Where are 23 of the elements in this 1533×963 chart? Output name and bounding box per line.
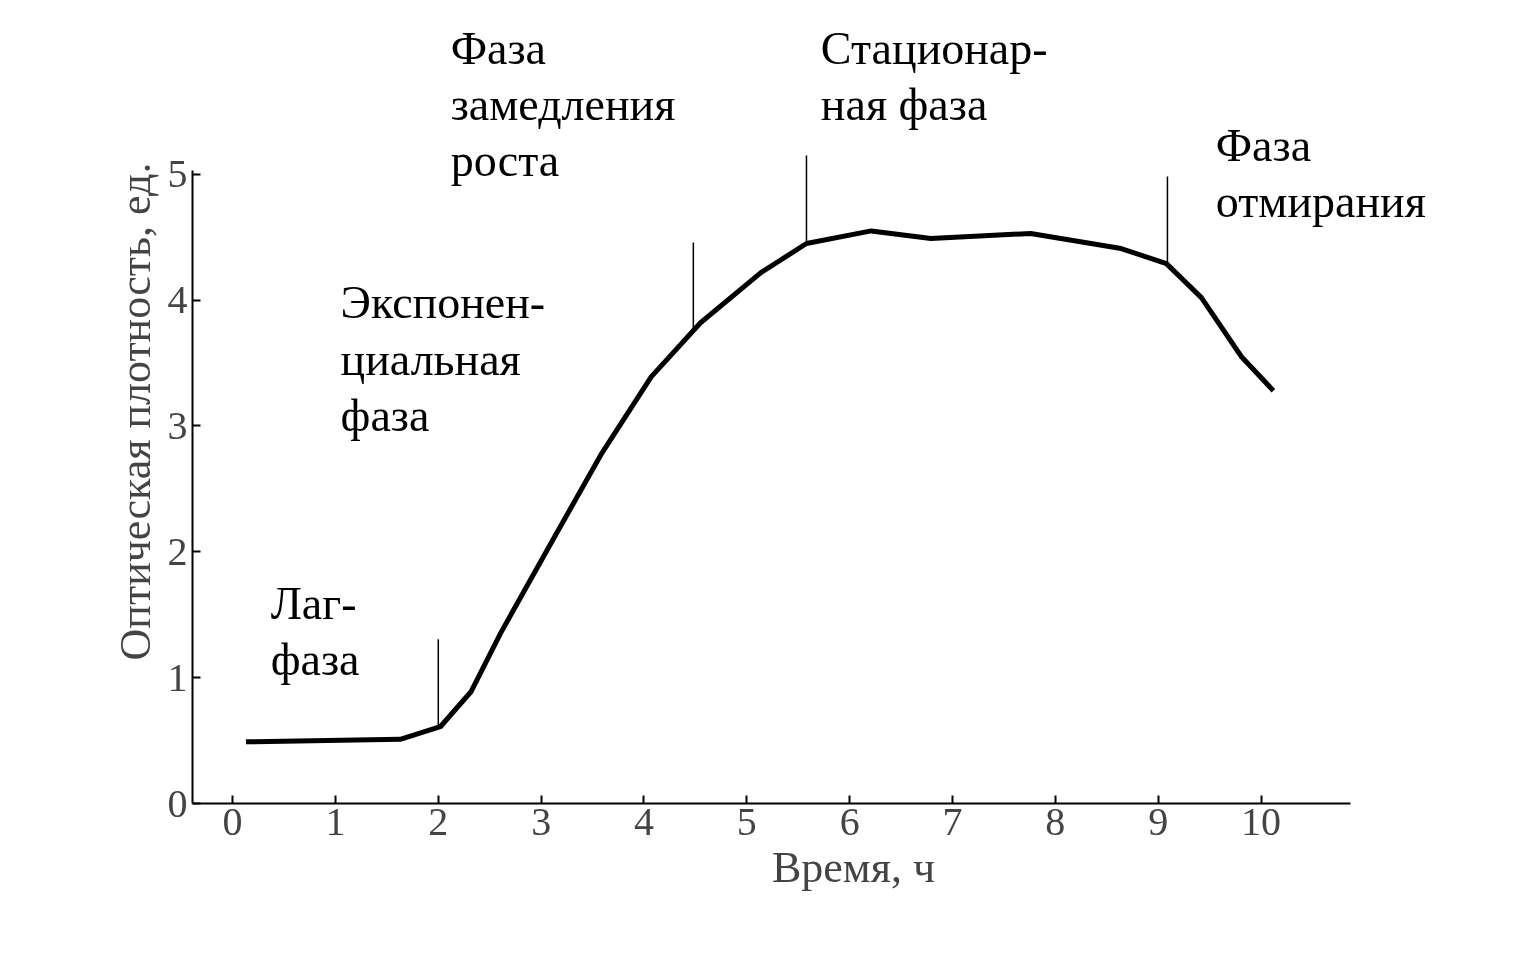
y-tick-label: 1 [167,654,188,700]
x-tick-label: 9 [1148,798,1169,844]
y-tick-label: 2 [167,528,188,574]
x-tick-label: 4 [633,798,654,844]
text: Стационар- ная фаза [820,23,1048,131]
x-tick-label: 6 [839,798,860,844]
x-tick-label: 10 [1241,798,1282,844]
y-tick-label: 3 [167,402,188,448]
annotation: Фаза замедления роста [450,23,676,187]
x-tick-label: 3 [531,798,552,844]
x-tick-label: 1 [325,798,346,844]
x-tick-label: 0 [222,798,243,844]
x-tick-label: 5 [736,798,757,844]
annotation: Экспонен- циальная фаза [340,277,546,441]
y-tick-label: 4 [167,277,188,323]
annotation: Фаза отмирания [1215,120,1426,228]
x-tick-label: 7 [942,798,963,844]
annotation: Лаг- фаза [270,578,360,686]
x-tick-label: 2 [428,798,449,844]
x-tick-label: 8 [1045,798,1066,844]
y-axis-title: Оптическая плотность, ед. [110,162,160,661]
x-axis-title: Время, ч [771,842,936,892]
y-tick-label: 5 [167,151,188,197]
